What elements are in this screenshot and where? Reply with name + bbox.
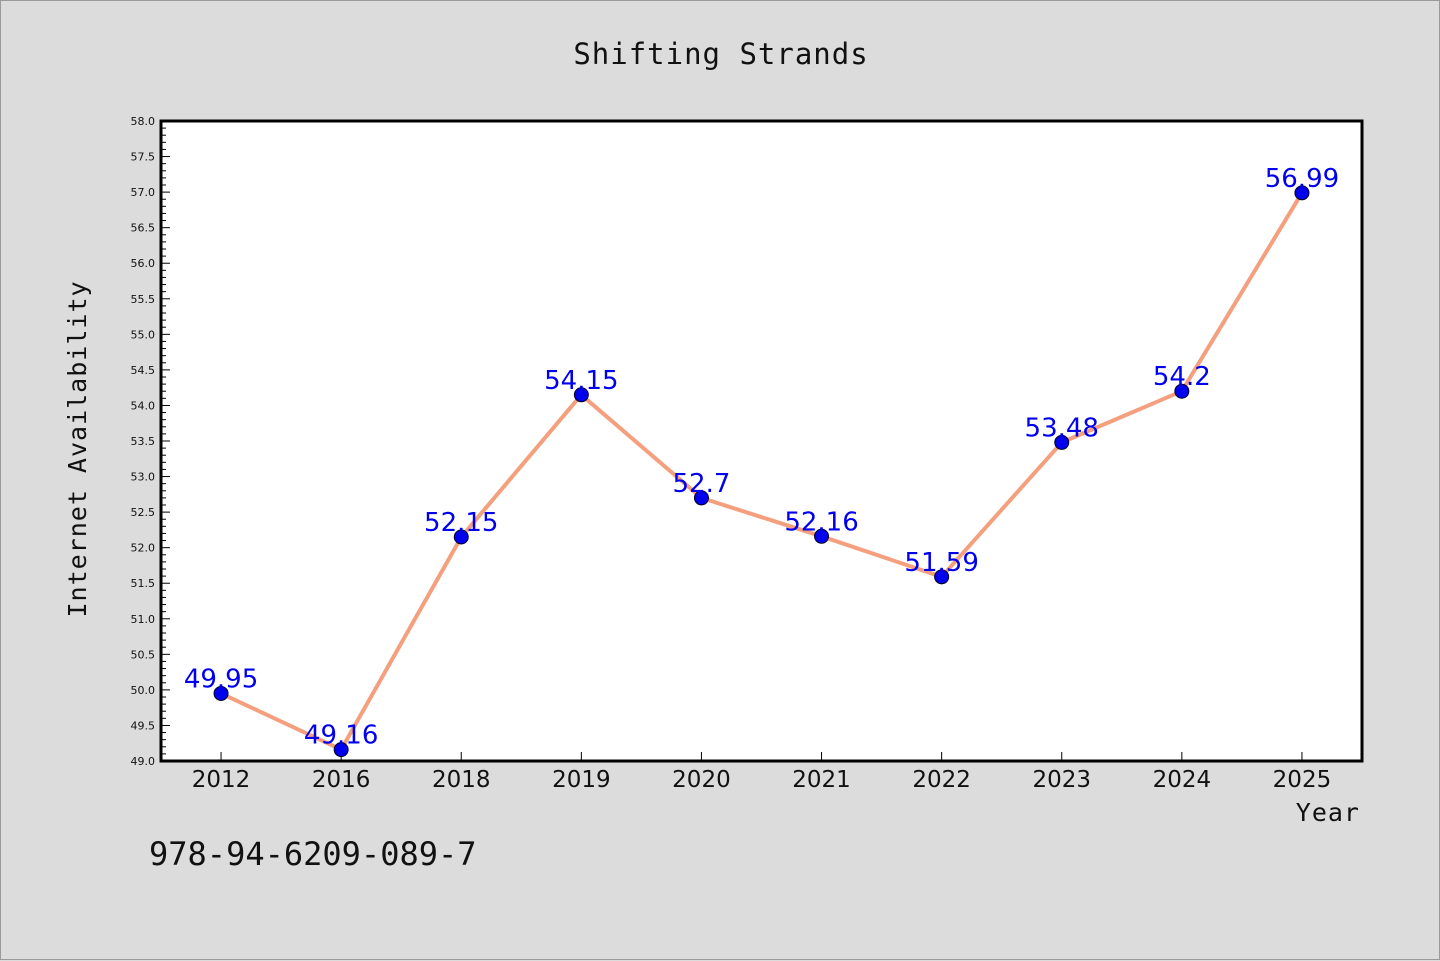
y-tick-label: 56.0 [131,257,156,270]
series-group: 49.95 49.16 52.15 54.15 52.7 52.16 51.59 53.48 5… [184,164,1339,758]
data-label: 53.48 [1025,413,1099,443]
plot-area [159,119,1364,763]
y-tick-label: 52.5 [131,506,156,519]
y-tick-label: 52.0 [131,542,156,555]
data-label: 54.15 [544,366,618,396]
y-tick-label: 49.5 [131,719,156,732]
y-tick-label: 55.5 [131,293,156,306]
y-tick-label: 53.5 [131,435,156,448]
data-label: 49.16 [304,721,378,751]
data-point [1294,185,1310,201]
y-tick-label: 50.5 [131,648,156,661]
x-tick-label: 2020 [672,767,731,793]
y-tick-label: 57.5 [131,151,156,164]
y-tick-label: 49.0 [131,755,156,768]
x-tick-label: 2025 [1273,767,1332,793]
y-axis-label: Internet Availability [63,280,92,617]
x-axis-label: Year [1296,798,1360,827]
x-tick-label: 2018 [432,767,491,793]
data-label: 54.2 [1153,362,1211,392]
y-tick-label: 55.0 [131,328,156,341]
x-tick-label: 2016 [312,767,371,793]
y-tick-label: 58.0 [131,115,156,128]
y-tick-label: 57.0 [131,186,156,199]
y-tick-label: 50.0 [131,684,156,697]
y-tick-label: 51.0 [131,613,156,626]
data-label: 52.7 [673,469,731,499]
y-tick-label: 53.0 [131,471,156,484]
y-tick-label: 56.5 [131,222,156,235]
footnote-isbn: 978-94-6209-089-7 [149,835,477,873]
x-tick-label: 2024 [1153,767,1212,793]
x-axis: 2012 2016 2018 2019 2020 2021 2022 2023 2024 2025 [192,752,1331,793]
x-tick-label: 2012 [192,767,251,793]
data-point [934,569,950,585]
data-point [1174,383,1190,399]
data-label: 52.16 [784,507,858,537]
data-point [213,685,229,701]
data-point [1054,434,1070,450]
x-tick-label: 2021 [792,767,851,793]
y-tick-label: 54.5 [131,364,156,377]
chart-title: Shifting Strands [573,37,868,71]
data-label: 56.99 [1265,164,1339,194]
data-point [453,529,469,545]
x-tick-label: 2019 [552,767,611,793]
y-tick-label: 54.0 [131,399,156,412]
y-axis: 49.0 49.5 50.0 50.5 51.0 51.5 52.0 52.5 53.0 53.5… [131,115,170,768]
x-tick-label: 2023 [1032,767,1091,793]
series-line [220,191,1304,752]
data-label: 49.95 [184,664,258,694]
x-tick-label: 2022 [912,767,971,793]
data-point [573,387,589,403]
y-tick-label: 51.5 [131,577,156,590]
data-label: 51.59 [904,548,978,578]
data-label: 52.15 [424,508,498,538]
data-point [814,528,830,544]
data-point [693,490,709,506]
data-point [333,742,349,758]
